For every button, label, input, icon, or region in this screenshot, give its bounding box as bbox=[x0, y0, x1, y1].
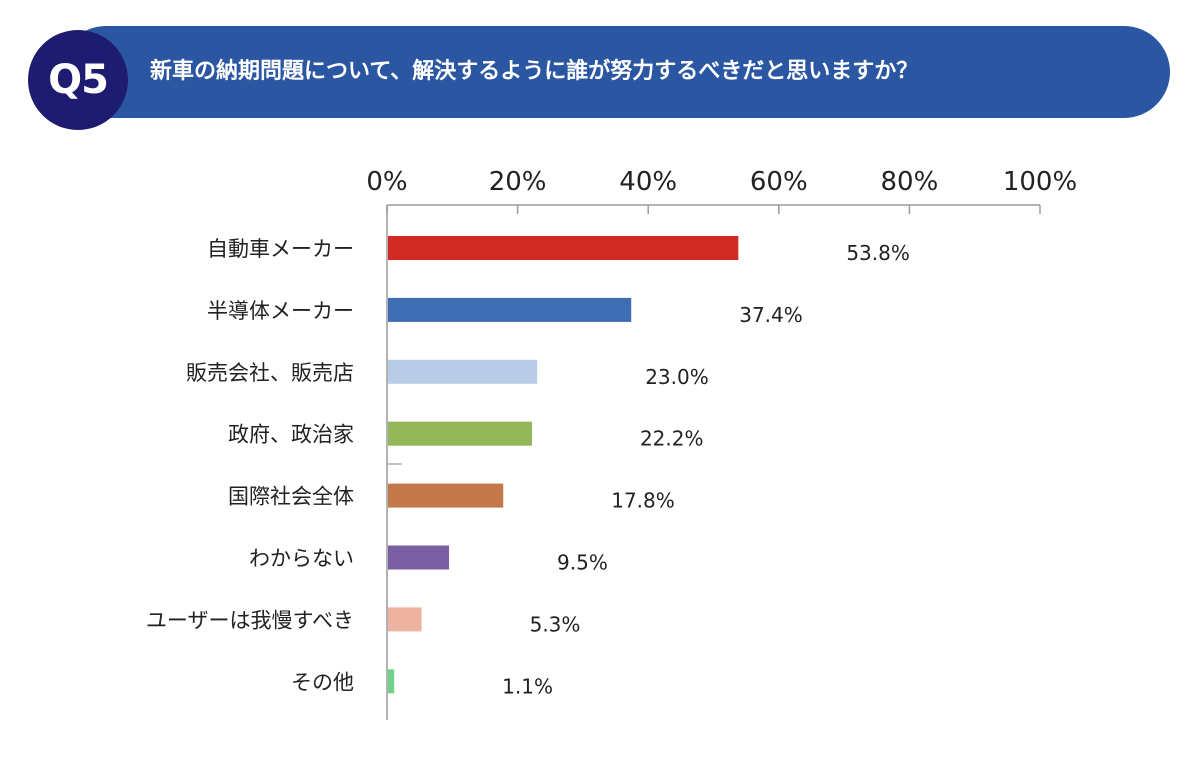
question-number: Q5 bbox=[48, 57, 109, 103]
category-label: ユーザーは我慢すべき bbox=[146, 608, 354, 632]
category-label: その他 bbox=[291, 670, 354, 694]
value-label: 37.4% bbox=[739, 303, 803, 327]
x-tick-label: 100% bbox=[1003, 167, 1077, 197]
category-label: わからない bbox=[249, 547, 354, 571]
x-tick-label: 60% bbox=[750, 167, 808, 197]
bar bbox=[388, 421, 532, 446]
bar bbox=[388, 236, 739, 260]
bar bbox=[388, 297, 632, 322]
bar bbox=[388, 669, 395, 694]
category-label: 販売会社、販売店 bbox=[186, 361, 354, 385]
bar bbox=[388, 359, 538, 384]
category-label: 国際社会全体 bbox=[228, 485, 354, 509]
value-label: 5.3% bbox=[530, 612, 581, 636]
x-tick-label: 0% bbox=[366, 167, 407, 197]
question-banner bbox=[60, 26, 1170, 118]
x-tick-label: 40% bbox=[619, 167, 677, 197]
category-label: 半導体メーカー bbox=[207, 299, 354, 323]
question-title: 新車の納期問題について、解決するように誰が努力するべきだと思いますか？ bbox=[150, 59, 919, 84]
x-tick-label: 20% bbox=[489, 167, 547, 197]
value-label: 17.8% bbox=[611, 489, 675, 513]
value-label: 53.8% bbox=[846, 241, 910, 265]
bar bbox=[388, 607, 422, 632]
question-badge: Q5 bbox=[28, 30, 128, 130]
category-label: 政府、政治家 bbox=[228, 423, 354, 447]
x-tick-label: 80% bbox=[881, 167, 939, 197]
category-label: 自動車メーカー bbox=[207, 237, 354, 261]
value-label: 23.0% bbox=[645, 365, 709, 389]
value-label: 22.2% bbox=[640, 427, 704, 451]
bar bbox=[388, 483, 504, 508]
value-label: 9.5% bbox=[557, 551, 608, 575]
bar bbox=[388, 545, 450, 570]
value-label: 1.1% bbox=[502, 674, 553, 698]
